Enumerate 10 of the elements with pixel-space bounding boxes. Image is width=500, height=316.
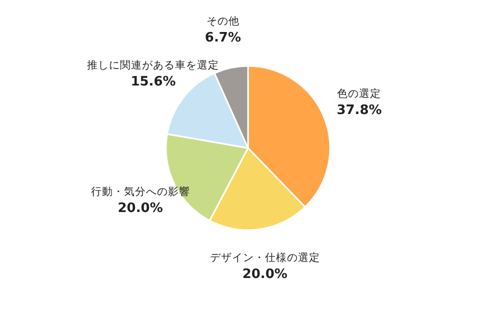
- slice-label: 色の選定: [337, 86, 382, 100]
- data-label: 20.0%: [118, 200, 163, 216]
- data-label: 15.6%: [130, 74, 176, 90]
- data-label: 37.8%: [336, 102, 382, 118]
- slice-label: 推しに関連がある車を選定: [87, 58, 220, 72]
- slice-label: 行動・気分への影響: [90, 184, 190, 198]
- data-label: 20.0%: [242, 266, 288, 282]
- slice-label: その他: [206, 16, 240, 28]
- slice-label: デザイン・仕様の選定: [210, 250, 320, 264]
- data-label: 6.7%: [204, 30, 241, 46]
